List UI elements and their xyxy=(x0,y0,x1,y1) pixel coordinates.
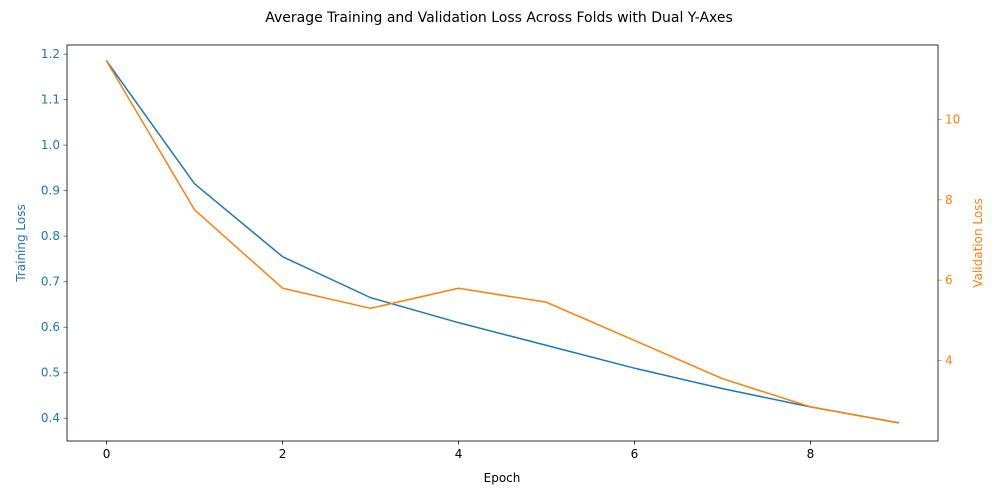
series-lines xyxy=(105,60,900,424)
y-right-tick-label: 8 xyxy=(945,193,953,207)
y-left-tick-label: 0.6 xyxy=(41,320,60,334)
axes: 0.4 0.5 0.6 0.7 0.8 0.9 1.0 1.1 1.2 4 6 8 10 0 2 4 6 8 xyxy=(41,44,960,461)
y-left-tick-label: 1.2 xyxy=(41,47,60,61)
x-tick-label: 6 xyxy=(631,447,639,461)
y-right-tick-label: 4 xyxy=(945,354,953,368)
y-right-tick-label: 6 xyxy=(945,273,953,287)
y-left-tick-label: 0.8 xyxy=(41,229,60,243)
y-axis-left-label: Training Loss xyxy=(14,204,28,282)
chart-title: Average Training and Validation Loss Acr… xyxy=(265,10,733,26)
plot-frame xyxy=(66,44,939,442)
validation-loss-line xyxy=(105,60,900,424)
y-left-tick-label: 0.4 xyxy=(41,411,60,425)
y-left-tick-label: 0.7 xyxy=(41,275,60,289)
x-tick-label: 2 xyxy=(279,447,287,461)
x-axis-label: Epoch xyxy=(484,471,521,485)
y-left-tick-label: 0.5 xyxy=(41,366,60,380)
x-tick-label: 0 xyxy=(103,447,111,461)
y-right-tick-label: 10 xyxy=(945,112,960,126)
x-tick-label: 4 xyxy=(455,447,463,461)
y-axis-right-label: Validation Loss xyxy=(971,198,985,287)
y-left-tick-label: 0.9 xyxy=(41,184,60,198)
y-left-tick-label: 1.0 xyxy=(41,138,60,152)
y-left-tick-label: 1.1 xyxy=(41,93,60,107)
training-loss-line xyxy=(105,60,900,424)
x-tick-label: 8 xyxy=(807,447,815,461)
